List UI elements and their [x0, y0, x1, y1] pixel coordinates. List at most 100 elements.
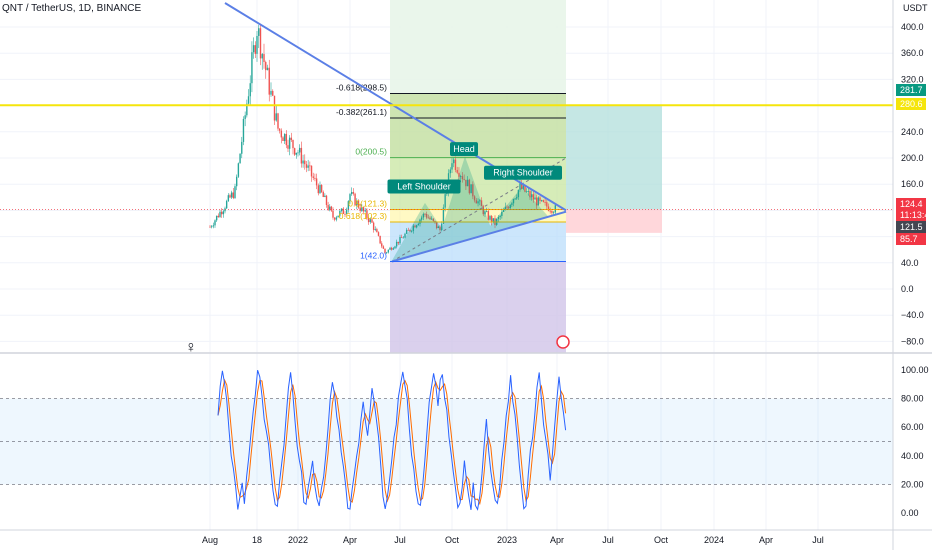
candle-body — [473, 196, 476, 201]
candle-body — [492, 218, 495, 223]
candle-body — [535, 197, 538, 206]
candle-body — [282, 137, 284, 142]
candle-body — [454, 159, 457, 170]
fib-label-2: 0(200.5) — [355, 147, 387, 157]
osc-tick-2: 60.00 — [901, 422, 924, 432]
candle-body — [374, 229, 376, 230]
candle-body — [356, 200, 358, 206]
candle-body — [317, 185, 320, 194]
candle-body — [252, 45, 255, 53]
candle-body — [232, 192, 235, 198]
pattern-label-bg-0 — [387, 179, 461, 194]
pattern-label-1: Head — [453, 144, 475, 154]
candle-body — [514, 198, 516, 200]
candle-body — [297, 152, 299, 154]
candle-body — [322, 192, 324, 197]
price-tick-9: 40.0 — [901, 258, 919, 268]
candle-body — [235, 176, 238, 187]
candle-body — [249, 83, 251, 97]
candle-body — [507, 207, 510, 209]
candle-body — [475, 200, 478, 204]
candle-body — [384, 248, 386, 254]
candle-body — [307, 165, 309, 168]
price-tag-bg-5 — [896, 233, 926, 245]
candle-body — [489, 216, 491, 220]
candle-body — [219, 211, 221, 218]
candle-body — [312, 176, 314, 178]
candle-body — [527, 191, 530, 192]
candle-body — [325, 195, 328, 205]
candle-body — [430, 218, 433, 220]
candle-body — [409, 229, 411, 232]
price-tag-bg-1 — [896, 98, 926, 110]
candle-body — [350, 191, 353, 195]
candle-body — [376, 229, 378, 233]
price-tick-5: 200.0 — [901, 153, 924, 163]
osc-tick-3: 40.00 — [901, 451, 924, 461]
candle-body — [456, 169, 458, 173]
candle-body — [254, 45, 257, 54]
candle-body — [222, 211, 225, 215]
candle-body — [427, 217, 430, 219]
candle-body — [259, 28, 262, 59]
candle-body — [479, 200, 481, 202]
candle-body — [209, 226, 211, 228]
candle-body — [217, 215, 220, 218]
candle-body — [285, 133, 288, 146]
zone-top-green — [390, 0, 566, 94]
candle-body — [270, 90, 272, 95]
candle-body — [499, 215, 501, 218]
candle-body — [337, 215, 339, 218]
candle-body — [332, 210, 334, 218]
candle-body — [288, 137, 291, 149]
fib-label-5: 1(42.0) — [360, 250, 387, 260]
candle-body — [287, 145, 289, 149]
candle-body — [412, 225, 415, 231]
time-label-9: Oct — [654, 535, 669, 545]
candle-body — [552, 212, 555, 214]
candle-body — [501, 211, 503, 216]
candle-body — [340, 208, 343, 212]
candle-body — [344, 213, 346, 215]
candle-body — [295, 152, 298, 155]
candle-body — [405, 229, 408, 234]
osc-tick-0: 100.00 — [901, 365, 929, 375]
candle-body — [320, 184, 323, 193]
price-tag-bg-0 — [896, 84, 926, 96]
candle-body — [410, 230, 413, 232]
candle-body — [302, 160, 304, 164]
candle-body — [477, 201, 479, 204]
candle-body — [366, 210, 368, 219]
candle-body — [511, 203, 513, 205]
candle-body — [525, 191, 528, 193]
candle-body — [451, 163, 453, 170]
flag-icon — [556, 335, 570, 349]
candle-body — [472, 184, 474, 197]
candle-body — [273, 95, 276, 121]
candle-body — [272, 90, 274, 96]
candle-body — [275, 113, 277, 121]
candle-body — [502, 210, 505, 212]
candle-body — [246, 103, 248, 116]
time-label-4: Jul — [394, 535, 406, 545]
candle-body — [319, 184, 321, 194]
candle-body — [354, 193, 356, 206]
candle-body — [390, 247, 393, 250]
candle-body — [244, 115, 246, 119]
candle-body — [389, 247, 391, 250]
candle-body — [484, 211, 486, 215]
candle-body — [364, 210, 366, 212]
candle-body — [361, 207, 363, 211]
candle-body — [367, 218, 370, 223]
price-tag-4: 121.5 — [900, 222, 923, 232]
candle-body — [429, 217, 431, 220]
candle-body — [315, 178, 318, 186]
price-tag-5: 85.7 — [900, 234, 918, 244]
price-tag-bg-3 — [896, 209, 926, 221]
candle-body — [239, 153, 241, 164]
candle-body — [300, 147, 303, 164]
candle-body — [237, 163, 240, 177]
candle-body — [504, 206, 506, 211]
